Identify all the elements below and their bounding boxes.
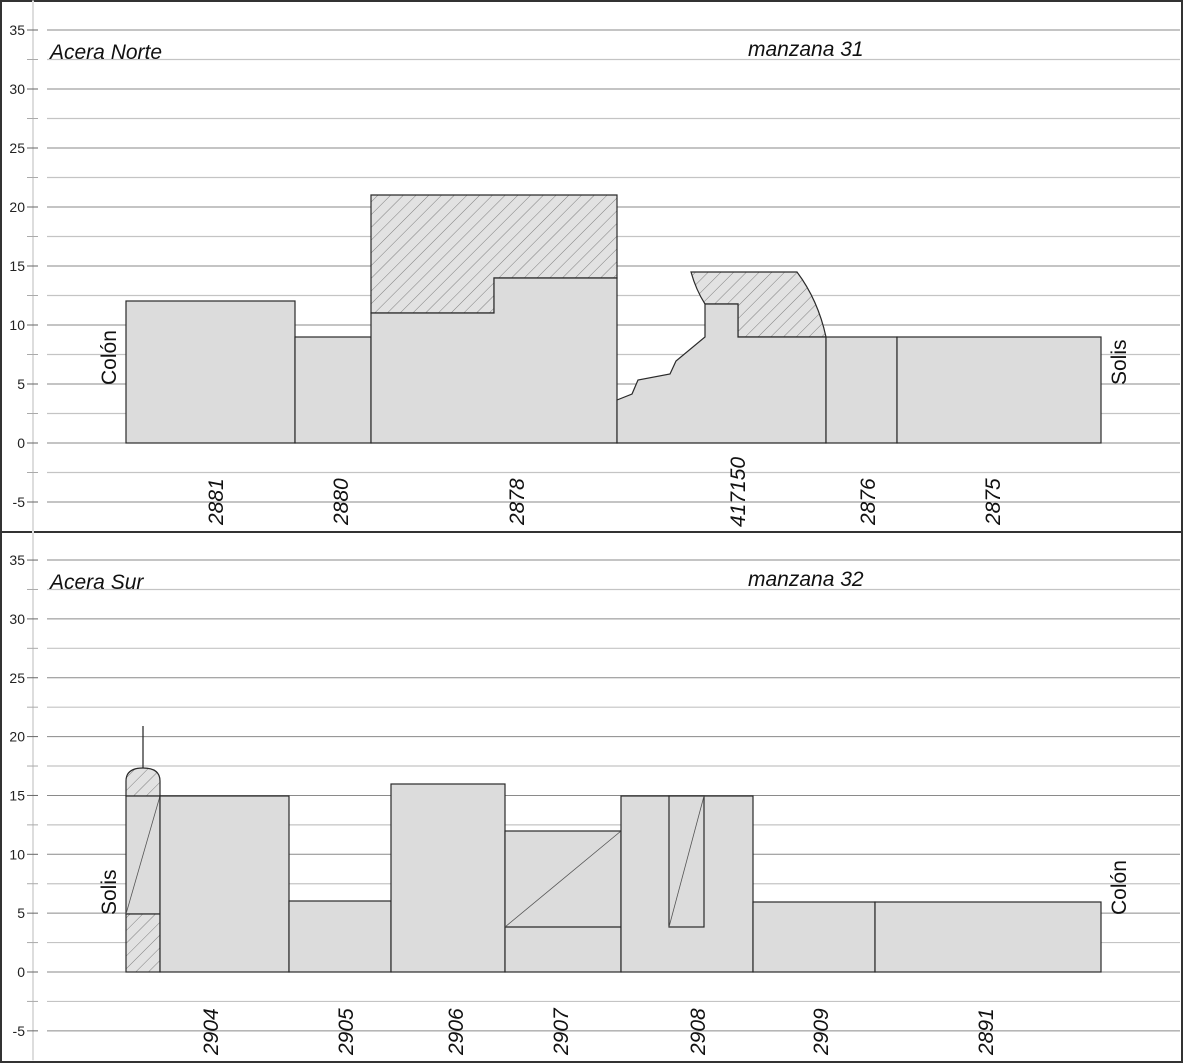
y-tick-label: 5 bbox=[17, 376, 25, 392]
lot-label: 417150 bbox=[727, 457, 750, 527]
building-2904-tower bbox=[125, 726, 161, 973]
street-left: Colón bbox=[98, 330, 121, 385]
panel-south: Acera Sur manzana 32 Solis Colón 2904 29… bbox=[48, 568, 1131, 1056]
building-2875 bbox=[896, 336, 1102, 444]
y-tick-label: 25 bbox=[9, 670, 25, 686]
lot-label: 2904 bbox=[200, 1008, 223, 1056]
y-tick-label: 20 bbox=[9, 729, 25, 745]
y-tick-label: 15 bbox=[9, 258, 25, 274]
panel-title: Acera Sur bbox=[48, 571, 144, 594]
building-2905 bbox=[288, 900, 392, 973]
building-2880 bbox=[294, 336, 372, 444]
lot-label: 2906 bbox=[445, 1008, 468, 1056]
building-2906 bbox=[390, 783, 506, 973]
building-2891 bbox=[874, 901, 1102, 973]
y-tick-label: -5 bbox=[13, 494, 26, 510]
y-tick-label: 30 bbox=[9, 611, 25, 627]
street-right: Solis bbox=[1108, 339, 1131, 385]
street-right: Colón bbox=[1108, 860, 1131, 915]
building-2909 bbox=[752, 901, 876, 973]
panel-title: Acera Norte bbox=[48, 41, 162, 64]
building-2907 bbox=[504, 830, 622, 973]
building-2878 bbox=[370, 194, 618, 444]
lot-label: 2876 bbox=[857, 478, 880, 526]
lot-label: 2908 bbox=[687, 1008, 710, 1056]
y-tick-label: 25 bbox=[9, 140, 25, 156]
lot-label: 2891 bbox=[975, 1008, 998, 1056]
lot-label: 2905 bbox=[335, 1008, 358, 1056]
lot-label: 2881 bbox=[205, 478, 228, 526]
lot-label: 2878 bbox=[506, 478, 529, 526]
y-tick-label: 10 bbox=[9, 846, 25, 862]
y-tick-label: 10 bbox=[9, 317, 25, 333]
building-2876 bbox=[825, 336, 898, 444]
y-tick-label: 5 bbox=[17, 905, 25, 921]
y-tick-label: 35 bbox=[9, 552, 25, 568]
lot-label: 2880 bbox=[330, 478, 353, 526]
y-tick-label: 15 bbox=[9, 787, 25, 803]
block-label: manzana 32 bbox=[748, 568, 864, 591]
y-tick-label: -5 bbox=[13, 1023, 26, 1039]
lot-label: 2907 bbox=[550, 1007, 573, 1056]
lot-label: 2875 bbox=[982, 478, 1005, 526]
building-2908 bbox=[620, 795, 754, 973]
y-tick-label: 0 bbox=[17, 964, 25, 980]
y-tick-label: 30 bbox=[9, 81, 25, 97]
building-2881 bbox=[125, 300, 296, 444]
y-tick-label: 0 bbox=[17, 435, 25, 451]
block-label: manzana 31 bbox=[748, 38, 864, 61]
y-tick-label: 35 bbox=[9, 22, 25, 38]
lot-label: 2909 bbox=[810, 1008, 833, 1056]
street-left: Solis bbox=[98, 869, 121, 915]
panel-north: Acera Norte manzana 31 Colón Solis 2881 … bbox=[48, 38, 1131, 527]
y-tick-label: 20 bbox=[9, 199, 25, 215]
building-417150 bbox=[616, 271, 827, 444]
building-2904 bbox=[159, 795, 290, 973]
